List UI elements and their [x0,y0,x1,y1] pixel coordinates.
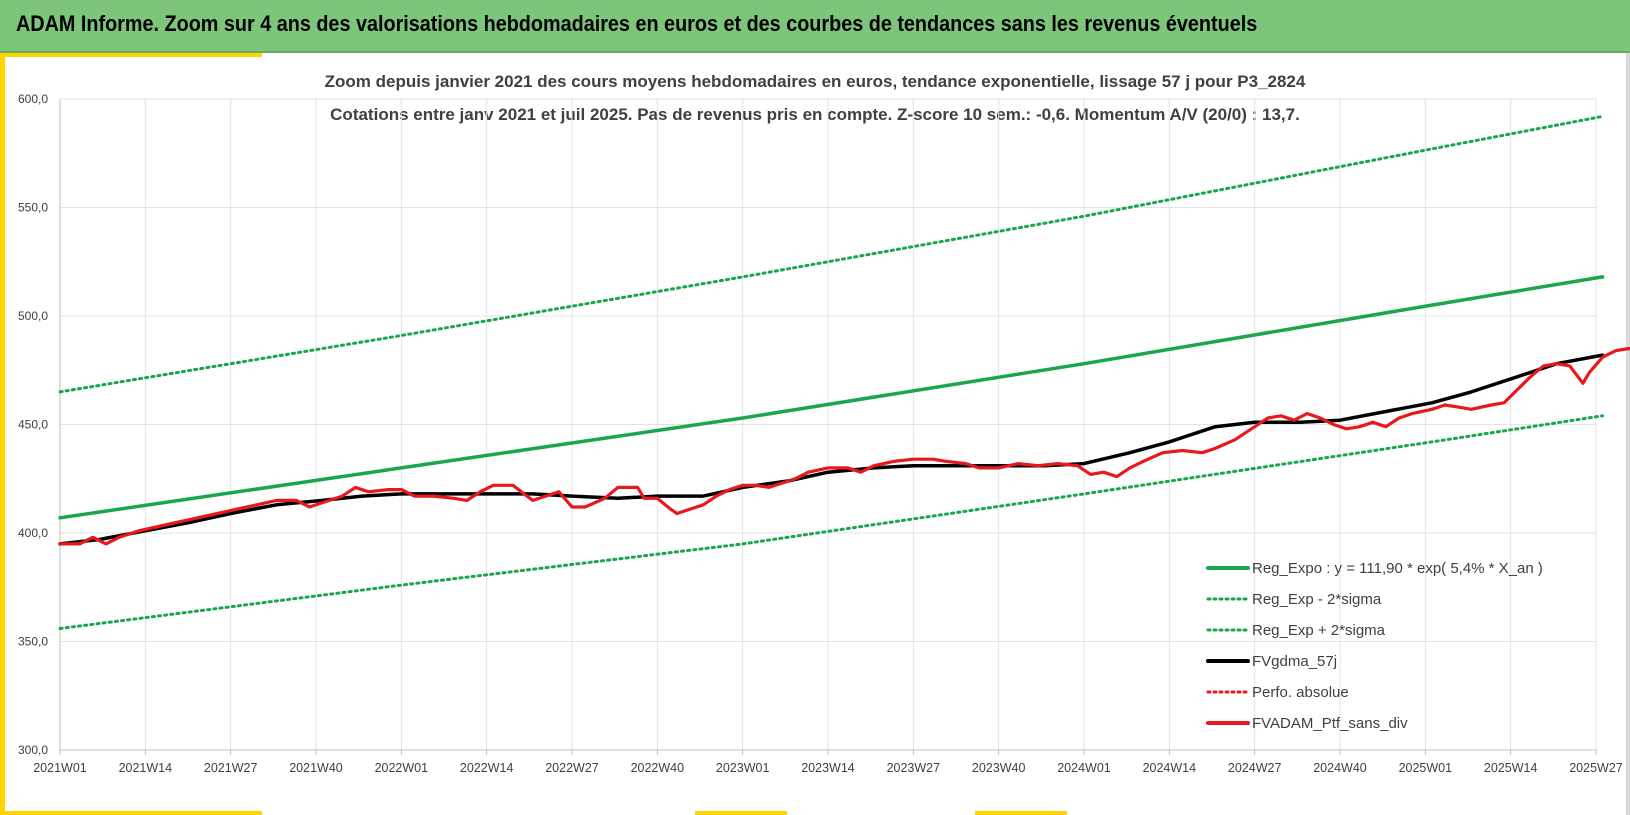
legend-label: Perfo. absolue [1252,684,1349,701]
legend-label: Reg_Exp - 2*sigma [1252,591,1382,608]
x-tick-label: 2024W01 [1057,761,1111,775]
y-tick-label: 450,0 [18,418,48,432]
y-tick-label: 400,0 [18,526,48,540]
x-tick-label: 2025W01 [1399,761,1453,775]
x-tick-label: 2024W14 [1143,761,1197,775]
y-tick-label: 300,0 [18,743,48,757]
x-tick-label: 2021W40 [289,761,343,775]
x-tick-label: 2022W01 [375,761,429,775]
chart-title: Zoom depuis janvier 2021 des cours moyen… [324,72,1306,91]
chart-subtitle: Cotations entre janv 2021 et juil 2025. … [330,105,1300,124]
x-tick-label: 2024W40 [1313,761,1367,775]
legend-label: FVADAM_Ptf_sans_div [1252,715,1408,732]
x-tick-label: 2021W01 [33,761,87,775]
legend-label: Reg_Exp + 2*sigma [1252,622,1386,639]
accent-bar-left [0,53,5,815]
plot-area [58,114,1630,630]
header-banner: ADAM Informe. Zoom sur 4 ans des valoris… [0,0,1630,53]
x-axis: 2021W01 2021W14 2021W27 2021W40 2022W01 2022W… [33,749,1623,775]
x-tick-label: 2022W40 [631,761,685,775]
x-tick-label: 2022W14 [460,761,514,775]
y-tick-label: 350,0 [18,635,48,649]
x-tick-label: 2021W27 [204,761,258,775]
accent-bar-bottom-2 [695,811,787,815]
accent-bar-bottom [0,811,262,815]
frame-right [1626,53,1630,815]
accent-bar-bottom-3 [975,811,1067,815]
series-line-1 [58,414,1605,630]
series-line-3 [58,353,1605,546]
y-tick-label: 500,0 [18,309,48,323]
legend: Reg_Expo : y = 111,90 * exp( 5,4% * X_an… [1206,560,1543,732]
series-line-5 [58,346,1630,546]
x-tick-label: 2024W27 [1228,761,1282,775]
series-line-0 [58,275,1605,520]
x-tick-label: 2023W14 [801,761,855,775]
y-tick-label: 550,0 [18,201,48,215]
x-tick-label: 2021W14 [119,761,173,775]
x-tick-label: 2025W14 [1484,761,1538,775]
series-line-2 [58,114,1605,394]
legend-label: Reg_Expo : y = 111,90 * exp( 5,4% * X_an… [1252,560,1543,577]
x-tick-label: 2023W01 [716,761,770,775]
x-tick-label: 2023W27 [887,761,941,775]
accent-bar-top [0,53,262,57]
y-axis: 300,0 350,0 400,0 450,0 500,0 550,0 600,0 [18,92,61,757]
page-title: ADAM Informe. Zoom sur 4 ans des valoris… [16,11,1258,36]
legend-label: FVgdma_57j [1252,653,1337,670]
y-tick-label: 600,0 [18,92,48,106]
x-tick-label: 2022W27 [545,761,599,775]
x-tick-label: 2025W27 [1569,761,1623,775]
x-tick-label: 2023W40 [972,761,1026,775]
